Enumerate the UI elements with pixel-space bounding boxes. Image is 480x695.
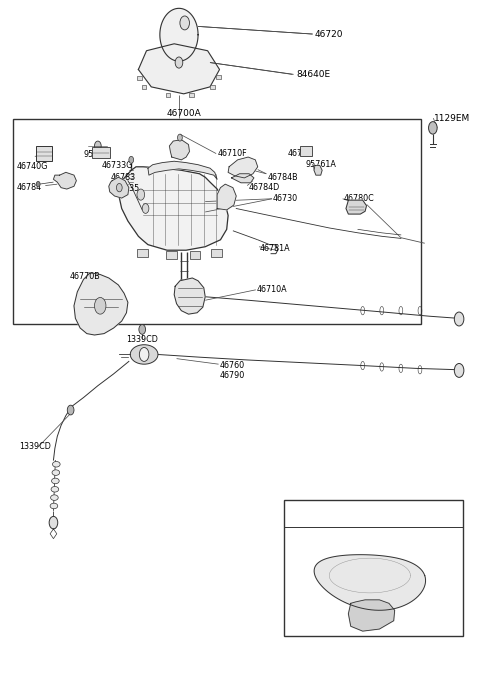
Polygon shape <box>138 44 219 94</box>
Text: 46740G: 46740G <box>17 163 48 171</box>
Polygon shape <box>174 278 205 314</box>
Text: 46781A: 46781A <box>260 244 291 252</box>
Circle shape <box>175 57 183 68</box>
Bar <box>190 93 194 97</box>
Circle shape <box>429 122 437 134</box>
Bar <box>36 146 52 161</box>
Bar <box>166 93 170 97</box>
Text: 46760: 46760 <box>219 361 245 370</box>
Text: 46718: 46718 <box>288 149 313 158</box>
Circle shape <box>180 16 190 30</box>
Circle shape <box>139 325 145 334</box>
Text: 1339CD: 1339CD <box>126 335 158 343</box>
Bar <box>210 85 215 89</box>
Bar <box>142 85 145 89</box>
Ellipse shape <box>52 470 60 475</box>
Text: 46784B: 46784B <box>267 173 298 181</box>
Bar <box>284 500 463 636</box>
Ellipse shape <box>51 486 59 492</box>
Text: 46710F: 46710F <box>217 149 247 158</box>
Text: 95840: 95840 <box>84 151 109 159</box>
Circle shape <box>129 156 133 163</box>
Circle shape <box>137 189 144 200</box>
Bar <box>137 76 142 80</box>
Text: 46783: 46783 <box>111 173 136 181</box>
Ellipse shape <box>51 478 59 484</box>
Polygon shape <box>217 184 236 210</box>
Polygon shape <box>109 177 129 198</box>
Ellipse shape <box>50 495 58 500</box>
Text: 46700A: 46700A <box>167 110 201 118</box>
Circle shape <box>455 312 464 326</box>
Bar <box>190 251 201 259</box>
Polygon shape <box>119 167 228 250</box>
Polygon shape <box>348 600 395 631</box>
Bar <box>216 75 221 79</box>
Ellipse shape <box>50 503 58 509</box>
Polygon shape <box>228 157 258 178</box>
Circle shape <box>95 141 101 151</box>
Polygon shape <box>148 161 217 179</box>
Polygon shape <box>314 555 426 610</box>
Bar <box>166 251 177 259</box>
Ellipse shape <box>130 345 158 364</box>
Text: 84666H: 84666H <box>336 507 371 515</box>
Polygon shape <box>53 172 76 189</box>
Circle shape <box>36 181 40 187</box>
Circle shape <box>117 183 122 192</box>
Ellipse shape <box>52 461 60 467</box>
Circle shape <box>95 297 106 314</box>
Text: 46770B: 46770B <box>69 272 100 281</box>
Polygon shape <box>74 273 128 335</box>
Text: 46735: 46735 <box>115 184 140 193</box>
Bar <box>13 119 421 324</box>
Text: 95761A: 95761A <box>305 160 336 168</box>
Circle shape <box>142 204 149 213</box>
Polygon shape <box>346 200 367 214</box>
Circle shape <box>49 516 58 529</box>
Circle shape <box>455 363 464 377</box>
Polygon shape <box>314 165 322 175</box>
Text: 46780C: 46780C <box>344 195 374 203</box>
Text: 46733G: 46733G <box>102 161 133 170</box>
Polygon shape <box>231 174 254 183</box>
Text: 1129EM: 1129EM <box>434 114 470 122</box>
Bar <box>92 147 110 158</box>
Circle shape <box>67 405 74 415</box>
Polygon shape <box>160 8 198 61</box>
Text: 46710A: 46710A <box>257 286 288 294</box>
Text: 46784D: 46784D <box>248 183 279 192</box>
Text: 1339CD: 1339CD <box>19 443 51 451</box>
Text: 84640E: 84640E <box>296 70 330 79</box>
Circle shape <box>178 134 182 141</box>
Text: 46720: 46720 <box>315 30 344 38</box>
Bar <box>137 249 148 257</box>
Polygon shape <box>174 58 186 63</box>
Bar <box>211 249 222 257</box>
Text: 46790: 46790 <box>219 371 245 379</box>
Text: 46784: 46784 <box>17 183 42 192</box>
Bar <box>300 146 312 156</box>
Text: 46730: 46730 <box>273 195 298 203</box>
Circle shape <box>139 348 149 361</box>
Polygon shape <box>169 140 190 160</box>
